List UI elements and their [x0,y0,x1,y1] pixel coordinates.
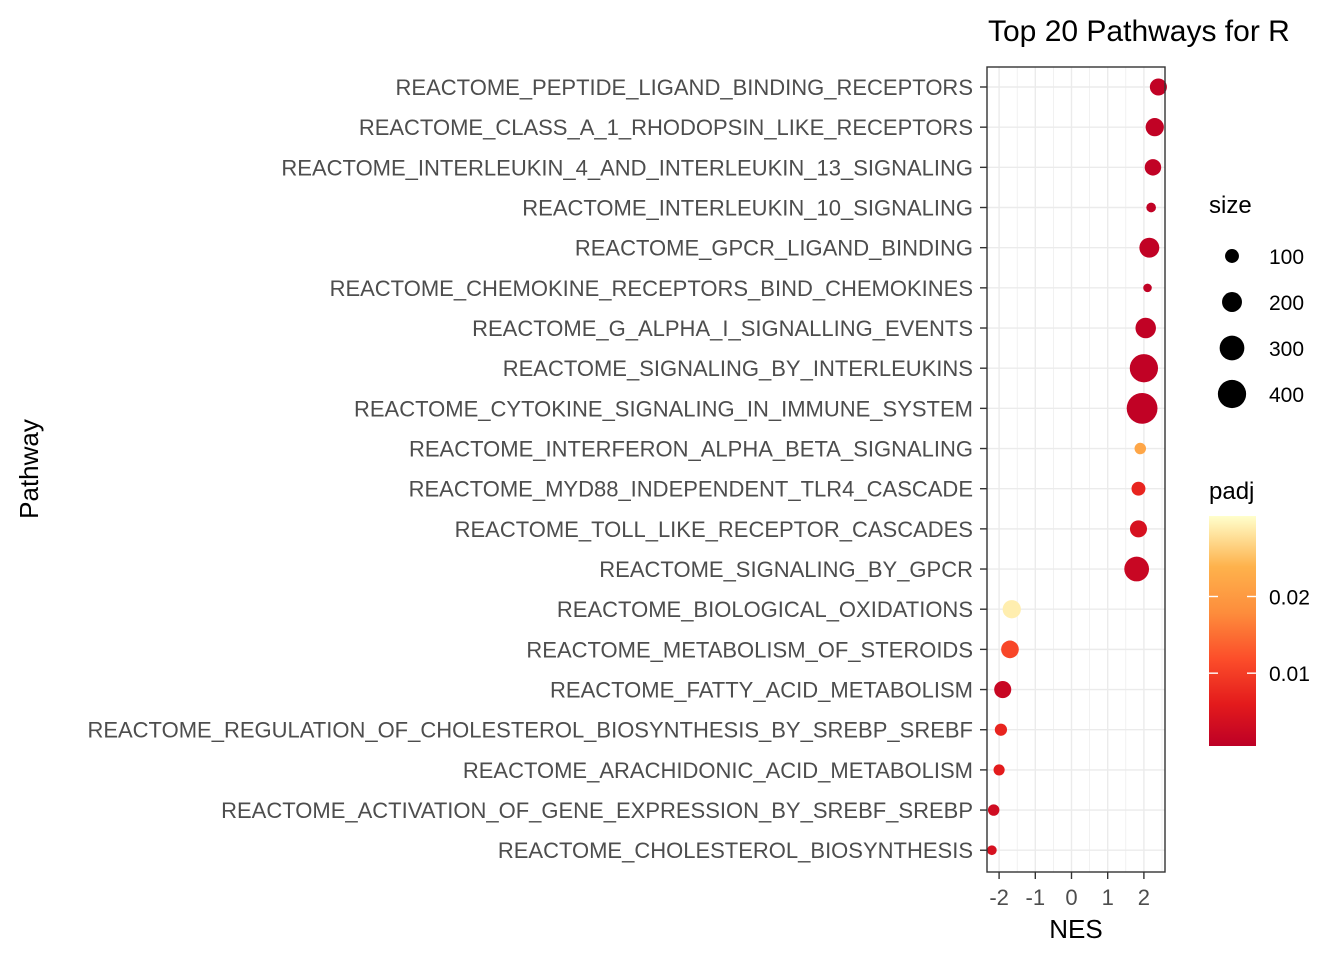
y-tick-label: REACTOME_CHOLESTEROL_BIOSYNTHESIS [498,838,973,863]
data-point [994,681,1012,699]
color-legend-label: 0.01 [1269,663,1310,686]
data-point [1139,237,1160,258]
y-tick-label: REACTOME_INTERLEUKIN_10_SIGNALING [522,196,973,221]
data-point [1134,442,1147,455]
data-point [1135,317,1156,339]
y-tick-label: REACTOME_CHEMOKINE_RECEPTORS_BIND_CHEMOK… [330,276,973,301]
y-axis: REACTOME_PEPTIDE_LIGAND_BINDING_RECEPTOR… [87,75,987,863]
x-tick-label: 0 [1065,885,1077,910]
y-tick-label: REACTOME_SIGNALING_BY_INTERLEUKINS [503,356,973,381]
plot-panel-border [986,66,1166,873]
color-legend: padj 0.01 0.02 [1209,478,1310,746]
data-point [1124,556,1150,582]
x-tick-label: 2 [1138,885,1150,910]
y-tick-label: REACTOME_PEPTIDE_LIGAND_BINDING_RECEPTOR… [396,75,973,100]
x-tick-label: -2 [989,885,1009,910]
y-tick-label: REACTOME_ACTIVATION_OF_GENE_EXPRESSION_B… [221,798,973,823]
data-point [994,723,1008,736]
y-tick-label: REACTOME_METABOLISM_OF_STEROIDS [526,637,973,662]
y-tick-label: REACTOME_MYD88_INDEPENDENT_TLR4_CASCADE [409,477,973,502]
color-legend-label: 0.02 [1269,587,1310,610]
size-legend-title: size [1209,192,1252,219]
y-tick-label: REACTOME_ARACHIDONIC_ACID_METABOLISM [463,758,973,783]
y-tick-label: REACTOME_CYTOKINE_SIGNALING_IN_IMMUNE_SY… [354,396,973,421]
data-point [1146,202,1156,213]
data-point [987,804,1000,816]
color-legend-bar [1209,516,1256,746]
data-point [1144,159,1162,176]
data-point [1129,354,1159,383]
y-tick-label: REACTOME_FATTY_ACID_METABOLISM [550,678,973,703]
data-point [1126,392,1158,424]
y-tick-label: REACTOME_SIGNALING_BY_GPCR [599,557,973,582]
data-points [987,78,1167,856]
color-legend-title: padj [1209,478,1254,505]
data-point [1143,283,1152,293]
data-point [1131,481,1146,496]
chart-title: Top 20 Pathways for R [988,15,1290,48]
data-point [1149,78,1167,96]
y-tick-label: REACTOME_G_ALPHA_I_SIGNALLING_EVENTS [472,316,973,341]
x-axis-title: NES [1049,914,1102,944]
size-legend-label: 200 [1269,292,1304,315]
size-legend-key [1225,249,1239,263]
y-tick-label: REACTOME_CLASS_A_1_RHODOPSIN_LIKE_RECEPT… [359,115,973,140]
size-legend-label: 100 [1269,246,1304,269]
size-legend-key [1219,335,1245,361]
data-point [1002,600,1021,619]
y-tick-label: REACTOME_GPCR_LIGAND_BINDING [575,236,973,261]
size-legend: size 100 200 300 400 [1209,192,1304,409]
data-point [987,845,997,856]
size-legend-label: 400 [1269,384,1304,407]
data-point [1001,640,1019,659]
y-tick-label: REACTOME_TOLL_LIKE_RECEPTOR_CASCADES [455,517,973,542]
plot-panel-background [987,67,1165,872]
y-axis-title: Pathway [14,419,44,519]
size-legend-key [1217,379,1247,409]
data-point [1145,118,1164,137]
plot-panel [986,66,1167,873]
y-tick-label: REACTOME_INTERLEUKIN_4_AND_INTERLEUKIN_1… [281,155,973,180]
data-point [993,764,1005,776]
y-tick-label: REACTOME_BIOLOGICAL_OXIDATIONS [557,597,973,622]
size-legend-label: 300 [1269,338,1304,361]
x-axis: -2 -1 0 1 2 [989,872,1150,910]
x-tick-label: 1 [1102,885,1114,910]
data-point [1129,520,1148,538]
y-tick-label: REACTOME_REGULATION_OF_CHOLESTEROL_BIOSY… [87,718,973,743]
y-tick-label: REACTOME_INTERFERON_ALPHA_BETA_SIGNALING [409,437,973,462]
size-legend-key [1222,292,1242,312]
x-tick-label: -1 [1026,885,1046,910]
